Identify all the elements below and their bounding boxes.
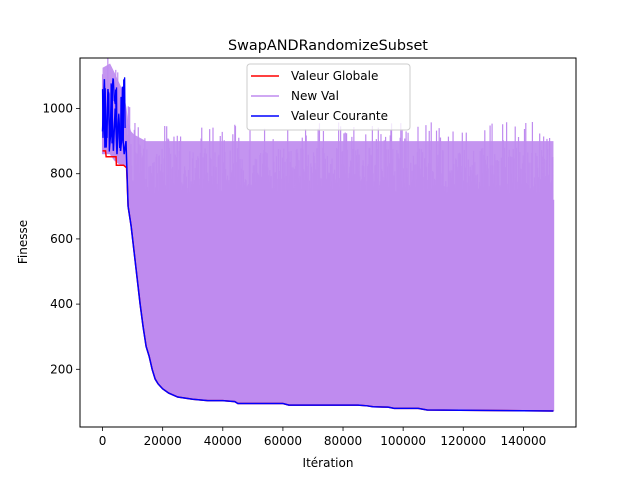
x-tick-label: 120000 — [440, 434, 486, 448]
x-tick-label: 0 — [99, 434, 107, 448]
y-tick-label: 600 — [50, 232, 73, 246]
valeur-courante-line — [101, 79, 554, 412]
plot-frame — [79, 57, 577, 428]
legend: Valeur Globale New Val Valeur Courante — [246, 63, 411, 131]
legend-label: Valeur Courante — [291, 109, 388, 123]
y-tick-label: 1000 — [42, 102, 73, 116]
legend-label: Valeur Globale — [291, 69, 378, 83]
y-tick-label: 200 — [50, 362, 73, 376]
valeur-courante-noise — [101, 77, 126, 152]
x-tick-label: 140000 — [500, 434, 546, 448]
x-tick-label: 80000 — [324, 434, 362, 448]
x-tick-label: 100000 — [380, 434, 426, 448]
legend-label: New Val — [291, 89, 339, 103]
series-layer — [101, 58, 555, 412]
axes-layer: 0 20000 40000 60000 80000 100000 120000 140000 2… — [42, 102, 546, 448]
x-tick-label: 60000 — [264, 434, 302, 448]
y-tick-label: 400 — [50, 297, 73, 311]
x-axis-label: Itération — [303, 456, 354, 470]
x-tick-label: 40000 — [204, 434, 242, 448]
x-tick-label: 20000 — [144, 434, 182, 448]
y-axis-label: Finesse — [16, 220, 30, 264]
chart-title: SwapANDRandomizeSubset — [228, 38, 428, 54]
legend-box — [246, 63, 411, 131]
y-tick-label: 800 — [50, 167, 73, 181]
